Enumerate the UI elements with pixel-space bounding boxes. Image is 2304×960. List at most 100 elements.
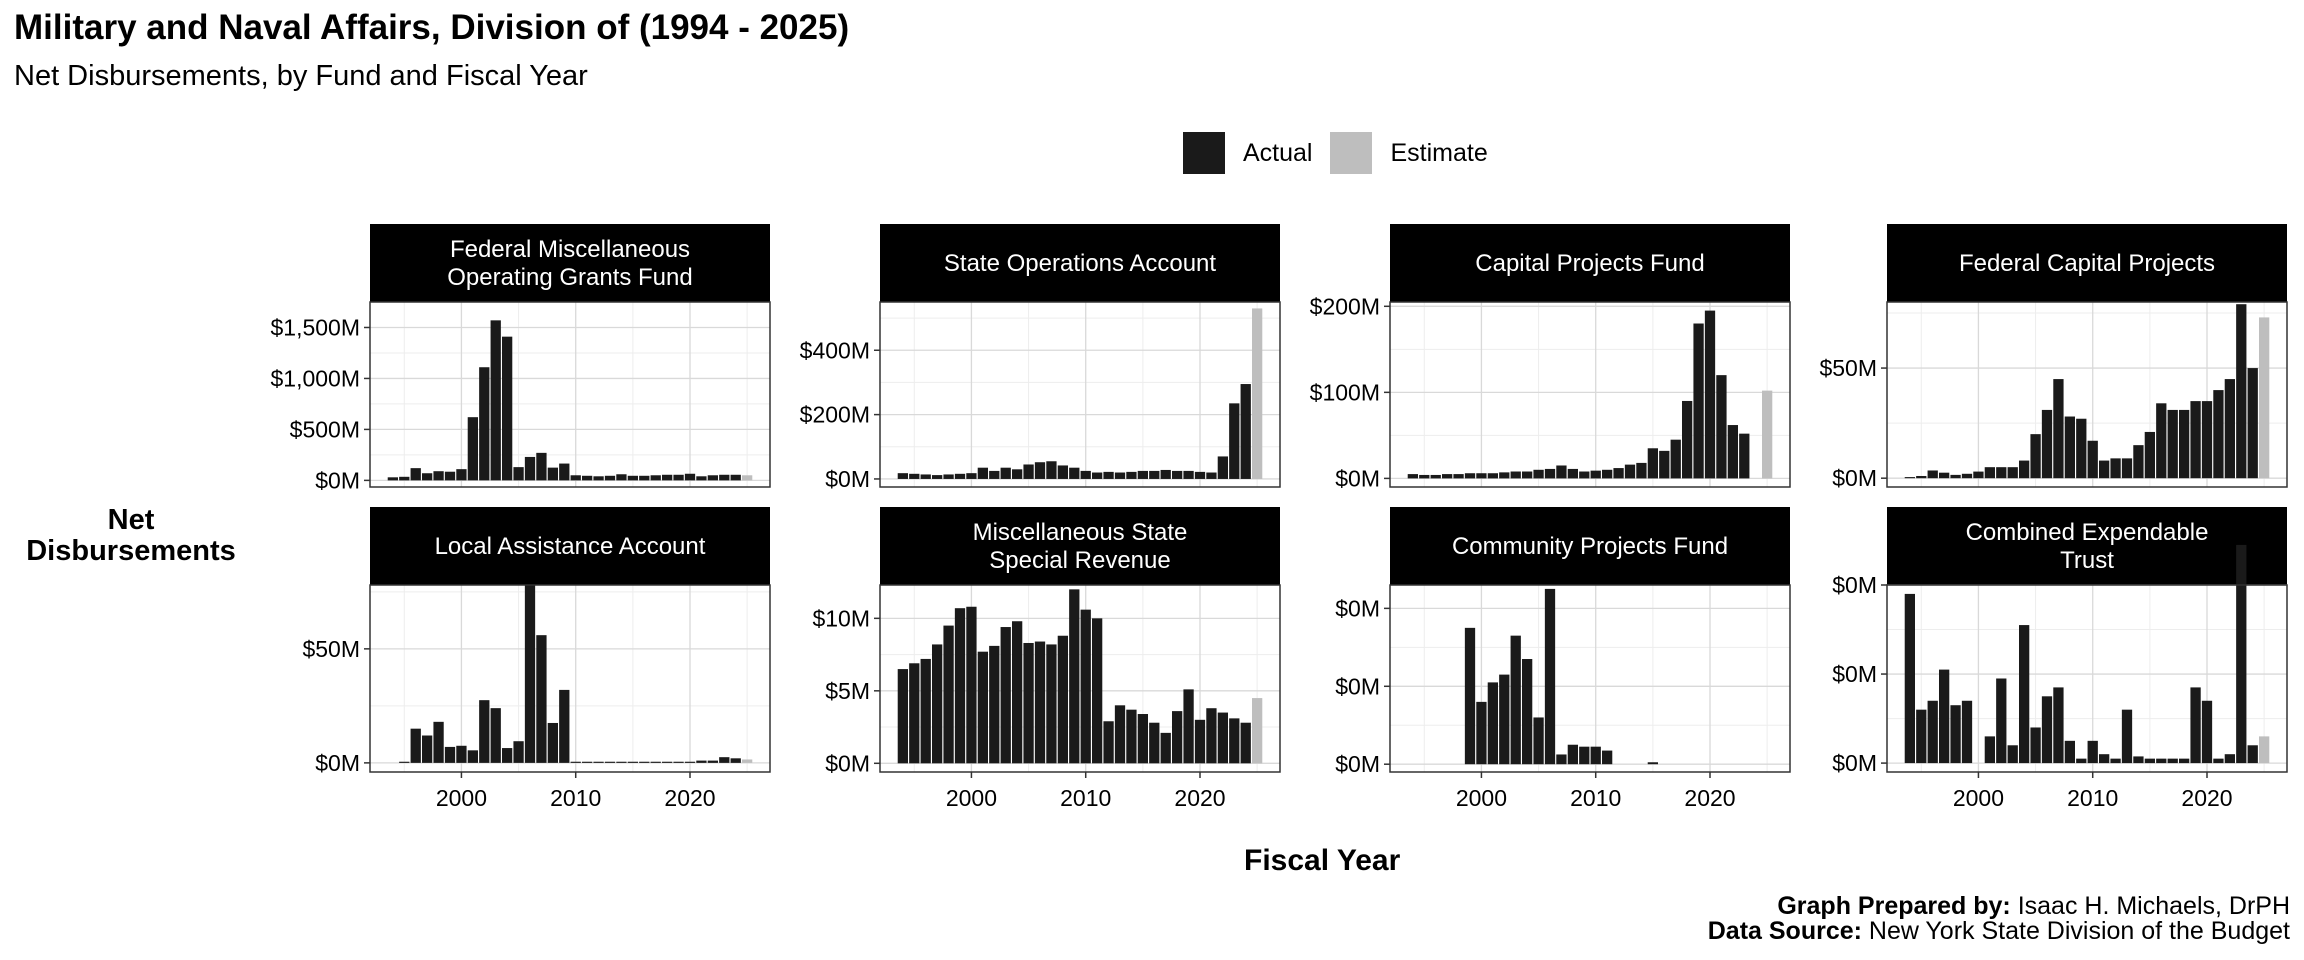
y-tick-label: $0M	[1832, 661, 1877, 687]
bar-2017	[2167, 409, 2178, 479]
bar-2001	[1487, 682, 1498, 765]
bar-2003	[1510, 635, 1521, 765]
bar-2002	[989, 645, 1000, 764]
bar-1995	[1916, 475, 1927, 479]
panel-border	[1886, 584, 2288, 773]
bar-2018	[662, 761, 673, 763]
bar-2012	[1103, 471, 1114, 479]
bar-2009	[2076, 418, 2087, 479]
bar-2000	[966, 473, 977, 479]
bar-2024	[1240, 384, 1251, 479]
caption-source-value: New York State Division of the Budget	[1868, 917, 2290, 945]
bar-2023	[1229, 718, 1240, 764]
bar-1994	[387, 477, 398, 481]
y-tick-label: $0M	[315, 750, 360, 776]
bar-2012	[1613, 468, 1624, 479]
y-tick-label: $200M	[800, 402, 870, 428]
panel-border	[1389, 301, 1791, 488]
bar-2022	[2224, 754, 2235, 764]
bar-1997	[1939, 472, 1950, 479]
panel-title-line: Community Projects Fund	[1452, 533, 1728, 560]
bar-2007	[2053, 379, 2064, 479]
x-tick-label: 2010	[1060, 785, 1111, 811]
bar-2008	[1057, 465, 1068, 479]
bar-2015	[627, 761, 638, 763]
y-tick-label: $100M	[1310, 379, 1380, 405]
bar-1998	[943, 474, 954, 479]
x-tick-label: 2020	[664, 785, 715, 811]
panel-4: Federal Capital Projects $0M $50M	[1819, 224, 2288, 491]
bar-1999	[1464, 627, 1476, 765]
bar-2024	[730, 474, 741, 481]
bar-2004	[2019, 460, 2030, 479]
bar-2010	[2087, 440, 2098, 479]
bar-2003	[1000, 467, 1011, 479]
bar-2007	[1556, 754, 1567, 765]
bar-1995	[1419, 474, 1430, 479]
bar-2011	[582, 761, 593, 763]
panel-border	[879, 301, 1281, 488]
bar-2025	[2259, 736, 2270, 764]
bar-2023	[719, 474, 730, 481]
y-tick-label: $50M	[302, 636, 360, 662]
bar-2023	[719, 757, 730, 763]
bar-2015	[1647, 762, 1658, 765]
bar-2003	[1000, 627, 1011, 764]
bar-2001	[1487, 473, 1498, 479]
bar-1997	[932, 644, 943, 764]
bar-2024	[2247, 368, 2258, 479]
panel-title-line: Miscellaneous State	[973, 519, 1188, 546]
bar-2022	[1217, 456, 1228, 479]
panel-strip	[1390, 224, 1790, 302]
bar-2009	[2076, 758, 2087, 764]
bar-2008	[1057, 635, 1068, 764]
bar-2015	[1137, 714, 1148, 764]
legend-item-estimate: Estimate	[1330, 132, 1488, 174]
bar-2023	[2236, 304, 2247, 479]
bar-2006	[524, 585, 536, 763]
bar-1994	[897, 473, 908, 479]
bar-2022	[1727, 425, 1738, 479]
bar-2006	[1544, 588, 1556, 765]
bar-2007	[1046, 461, 1057, 479]
bar-2002	[989, 470, 1000, 479]
bar-1998	[433, 471, 444, 481]
bar-2000	[456, 745, 467, 763]
bar-2015	[1137, 470, 1148, 479]
chart-title: Military and Naval Affairs, Division of …	[14, 8, 850, 47]
bar-2011	[2099, 460, 2110, 479]
bar-2000	[1476, 473, 1487, 479]
bar-2000	[1476, 701, 1487, 765]
bar-2004	[1522, 659, 1533, 765]
bar-2024	[2247, 745, 2258, 764]
bar-1994	[1904, 477, 1915, 479]
chart-subtitle: Net Disbursements, by Fund and Fiscal Ye…	[14, 60, 588, 92]
panel-5: Local Assistance Account $0M $50M 2000 2010 2…	[302, 507, 771, 811]
caption: Graph Prepared by: Isaac H. Michaels, Dr…	[1708, 894, 2290, 944]
bar-2015	[627, 475, 638, 481]
bar-2014	[1636, 462, 1647, 479]
bar-2013	[604, 761, 616, 763]
bar-2022	[2224, 379, 2235, 479]
bar-2010	[1080, 609, 1091, 764]
y-tick-label: $200M	[1310, 293, 1380, 319]
y-tick-label: $400M	[800, 337, 870, 363]
bar-2023	[2236, 544, 2247, 764]
bar-2018	[662, 474, 673, 481]
bar-2020	[1194, 719, 1206, 764]
x-tick-label: 2010	[2067, 785, 2118, 811]
bar-2010	[1080, 470, 1091, 479]
legend-label-actual: Actual	[1243, 138, 1313, 167]
bar-2018	[2179, 409, 2190, 479]
bar-2005	[2030, 434, 2041, 479]
bar-1996	[410, 728, 421, 763]
bar-2017	[1160, 732, 1171, 764]
caption-source-line: Data Source: New York State Division of …	[1708, 919, 2290, 944]
bar-2003	[2007, 745, 2018, 764]
bar-2008	[1567, 468, 1578, 479]
panel-background	[1390, 585, 1790, 772]
bar-2014	[2133, 445, 2144, 479]
x-tick-label: 2000	[946, 785, 997, 811]
